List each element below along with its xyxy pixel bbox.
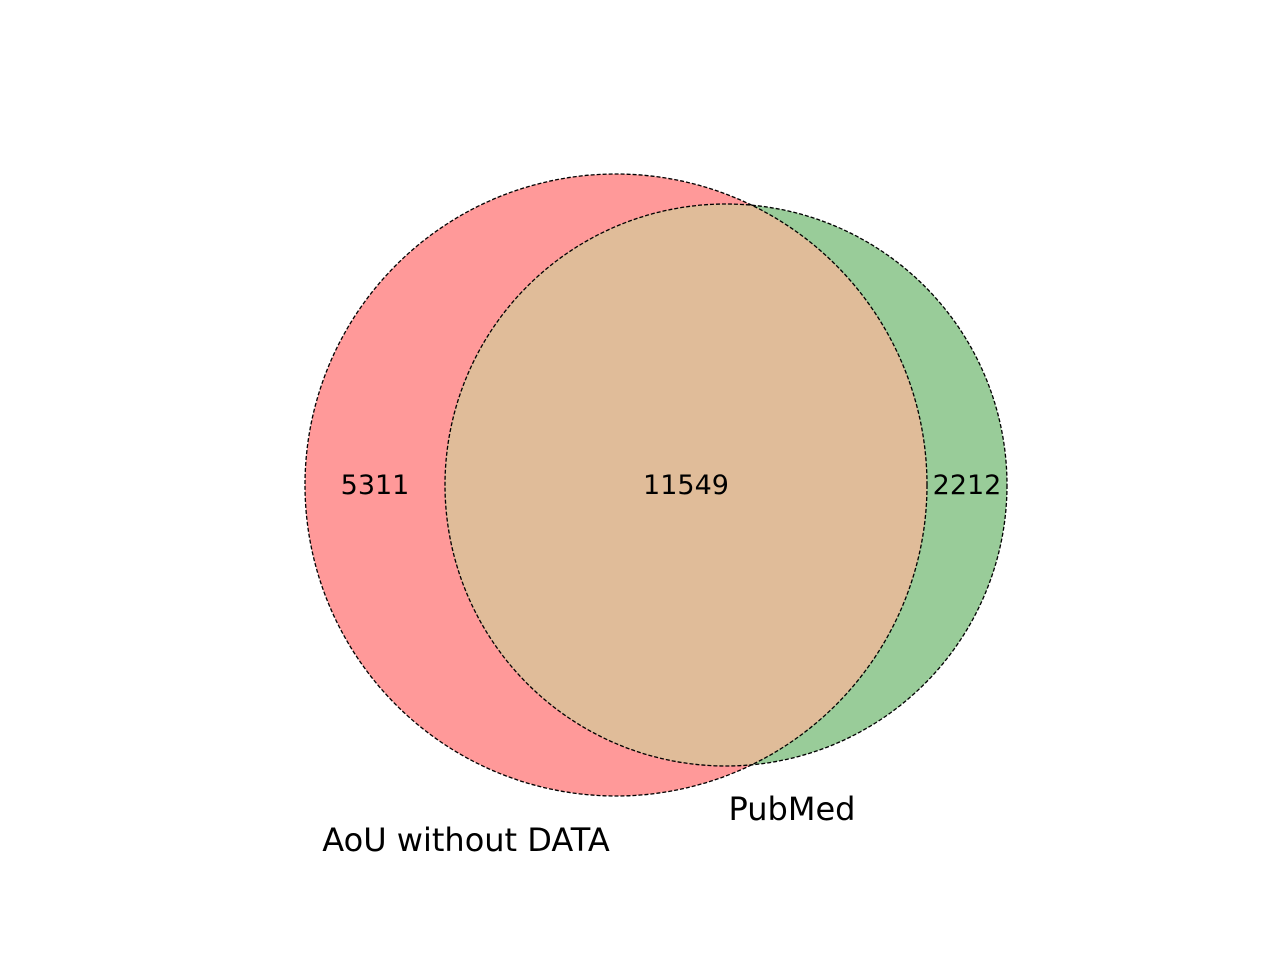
pubmed-label: PubMed — [729, 790, 856, 828]
intersection-count: 11549 — [643, 470, 729, 501]
pubmed-only-count: 2212 — [933, 470, 1002, 501]
aou-without-data-label: AoU without DATA — [322, 821, 610, 859]
aou-without-data-outline — [304, 173, 928, 797]
pubmed-outline — [444, 203, 1008, 767]
aou-only-count: 5311 — [341, 470, 410, 501]
